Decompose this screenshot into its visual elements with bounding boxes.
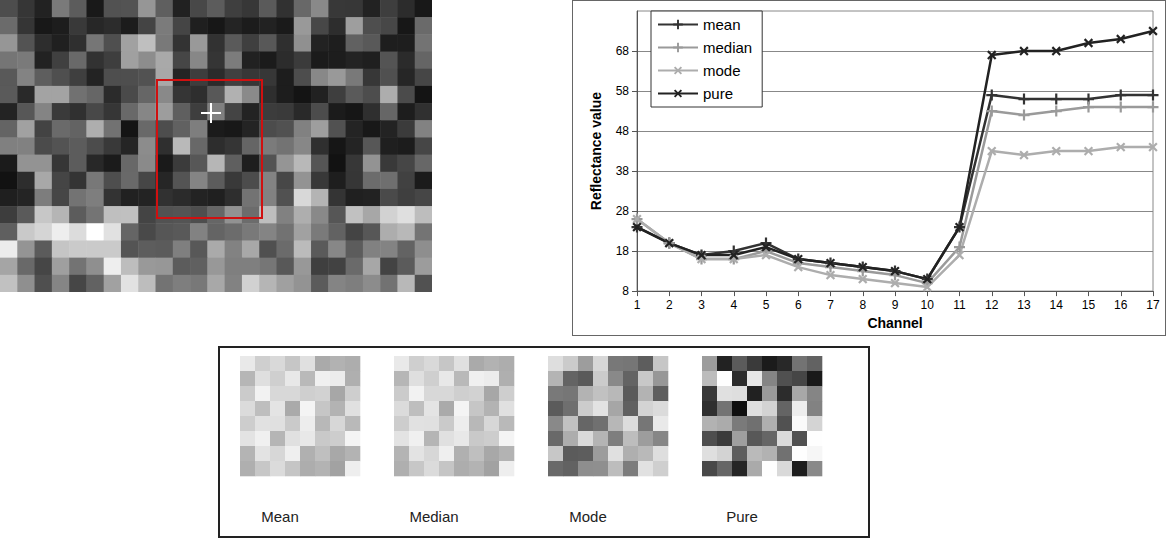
- svg-text:median: median: [703, 39, 752, 56]
- svg-text:2: 2: [666, 298, 673, 312]
- svg-text:10: 10: [921, 298, 935, 312]
- svg-text:68: 68: [616, 44, 630, 58]
- svg-text:11: 11: [953, 298, 966, 312]
- svg-text:Mode: Mode: [569, 508, 607, 525]
- svg-text:1: 1: [634, 298, 641, 312]
- svg-text:mean: mean: [703, 16, 741, 33]
- svg-text:38: 38: [616, 164, 630, 178]
- svg-text:Reflectance value: Reflectance value: [588, 92, 604, 210]
- svg-text:Median: Median: [409, 508, 458, 525]
- svg-text:7: 7: [827, 298, 834, 312]
- svg-text:18: 18: [616, 244, 630, 258]
- svg-text:Channel: Channel: [867, 315, 922, 331]
- svg-text:pure: pure: [703, 85, 733, 102]
- svg-text:mode: mode: [703, 62, 741, 79]
- svg-text:58: 58: [616, 84, 630, 98]
- svg-text:13: 13: [1017, 298, 1031, 312]
- svg-text:5: 5: [763, 298, 770, 312]
- svg-text:4: 4: [730, 298, 737, 312]
- svg-text:3: 3: [698, 298, 705, 312]
- svg-text:8: 8: [859, 298, 866, 312]
- svg-text:Pure: Pure: [726, 508, 758, 525]
- svg-text:9: 9: [892, 298, 899, 312]
- svg-text:48: 48: [616, 124, 630, 138]
- svg-text:16: 16: [1114, 298, 1128, 312]
- svg-text:28: 28: [616, 204, 630, 218]
- svg-text:15: 15: [1082, 298, 1096, 312]
- svg-text:Mean: Mean: [261, 508, 299, 525]
- svg-text:17: 17: [1146, 298, 1160, 312]
- svg-text:8: 8: [622, 284, 629, 298]
- svg-text:12: 12: [985, 298, 999, 312]
- svg-text:14: 14: [1050, 298, 1064, 312]
- svg-text:6: 6: [795, 298, 802, 312]
